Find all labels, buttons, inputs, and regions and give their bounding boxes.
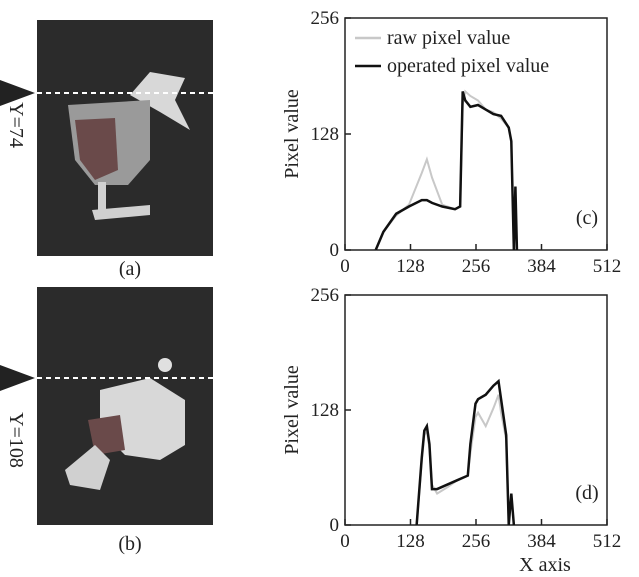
legend-label: raw pixel value: [387, 27, 510, 49]
y-tick-label: 128: [311, 400, 340, 421]
bird-leg: [98, 182, 106, 212]
bird-wing: [88, 415, 125, 455]
x-axis-label: X axis: [519, 554, 571, 576]
x-tick-label: 384: [527, 256, 556, 277]
y-tick-label: 256: [311, 285, 340, 306]
scan-marker: [0, 80, 35, 106]
x-tick-label: 256: [462, 256, 491, 277]
y-tick-label: 256: [311, 8, 340, 29]
bird-foot: [92, 205, 150, 220]
bird-wing: [75, 118, 118, 180]
x-tick-label: 128: [396, 531, 425, 552]
series-line: [415, 378, 516, 526]
x-tick-label: 128: [396, 256, 425, 277]
y-axis-label: Pixel value: [281, 365, 303, 455]
series-line: [374, 91, 519, 251]
x-tick-label: 512: [593, 531, 622, 552]
bird-head: [130, 72, 190, 130]
image-b: Y=108 (b): [0, 287, 213, 555]
x-tick-label: 256: [462, 531, 491, 552]
scan-marker: [0, 365, 35, 391]
image-a: Y=74 (a): [0, 20, 213, 280]
x-tick-label: 384: [527, 531, 556, 552]
y-tick-label: 128: [311, 124, 340, 145]
panel-label: (d): [575, 482, 598, 504]
panel-label: (c): [576, 207, 598, 229]
x-tick-label: 0: [340, 531, 350, 552]
y-tick-label: 0: [330, 240, 340, 261]
row-label: Y=108: [5, 412, 27, 468]
plot-frame: [344, 17, 608, 251]
y-axis-label: Pixel value: [281, 89, 303, 179]
x-tick-label: 0: [340, 256, 350, 277]
bird-eye: [158, 358, 172, 372]
plot-frame: [344, 294, 608, 526]
legend-label: operated pixel value: [387, 55, 549, 77]
x-tick-label: 512: [593, 256, 622, 277]
row-label: Y=74: [5, 102, 27, 148]
bird-foot: [65, 445, 110, 490]
image-label: (b): [118, 533, 141, 555]
image-label: (a): [119, 258, 141, 280]
y-tick-label: 0: [330, 515, 340, 536]
